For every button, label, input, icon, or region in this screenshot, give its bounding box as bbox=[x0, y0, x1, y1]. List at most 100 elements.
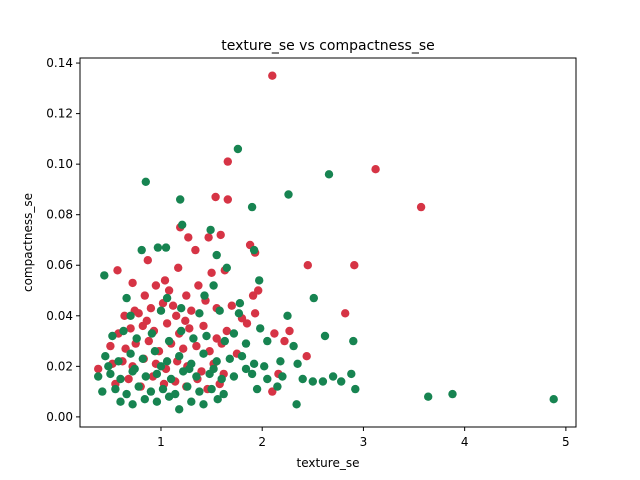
series-1 bbox=[94, 144, 558, 414]
data-point bbox=[147, 329, 157, 338]
data-point bbox=[223, 157, 232, 166]
data-point bbox=[222, 263, 231, 272]
data-point bbox=[126, 311, 135, 320]
data-point bbox=[140, 291, 149, 300]
data-point bbox=[249, 245, 259, 255]
data-point bbox=[200, 291, 209, 300]
data-point bbox=[248, 291, 258, 300]
data-point bbox=[211, 192, 220, 202]
data-point bbox=[220, 336, 229, 346]
data-point bbox=[164, 392, 174, 401]
data-point bbox=[151, 281, 161, 290]
data-point bbox=[371, 165, 380, 174]
y-tick-label: 0.04 bbox=[46, 309, 73, 323]
y-tick-label: 0.12 bbox=[46, 107, 73, 121]
data-point bbox=[285, 326, 294, 336]
data-point bbox=[156, 362, 166, 371]
data-point bbox=[176, 195, 185, 204]
data-point bbox=[164, 286, 174, 295]
data-point bbox=[108, 331, 117, 341]
data-point bbox=[130, 364, 139, 374]
data-point bbox=[293, 359, 302, 368]
data-point bbox=[278, 372, 287, 381]
data-point bbox=[106, 341, 115, 351]
data-point bbox=[114, 357, 123, 366]
data-point bbox=[106, 369, 115, 379]
data-point bbox=[424, 392, 433, 401]
data-point bbox=[195, 309, 204, 318]
data-point bbox=[289, 341, 298, 351]
data-point bbox=[273, 382, 282, 391]
data-point bbox=[254, 286, 263, 295]
data-point bbox=[132, 334, 141, 343]
data-point bbox=[309, 293, 318, 303]
y-tick-label: 0.06 bbox=[46, 258, 73, 272]
data-point bbox=[199, 400, 208, 409]
data-point bbox=[152, 397, 162, 406]
data-point bbox=[222, 326, 231, 336]
data-point bbox=[101, 352, 110, 361]
data-point bbox=[179, 344, 188, 353]
data-point bbox=[94, 364, 103, 374]
x-tick-label: 4 bbox=[461, 435, 469, 449]
data-point bbox=[303, 261, 312, 270]
data-point bbox=[177, 326, 186, 336]
data-point bbox=[143, 256, 152, 265]
data-point bbox=[152, 369, 162, 379]
axes-layer: 1 2 3 4 5 0.00 0.02 0.04 0.06 0.08 0.10 0.12 0.14 bbox=[46, 56, 569, 449]
data-point bbox=[549, 395, 558, 404]
data-point bbox=[194, 281, 203, 290]
data-point bbox=[126, 324, 135, 333]
data-point bbox=[247, 369, 257, 379]
data-point bbox=[126, 349, 135, 358]
data-point bbox=[252, 384, 262, 394]
data-point bbox=[241, 364, 251, 374]
data-point bbox=[128, 278, 137, 288]
y-axis-title: compactness_se bbox=[21, 193, 35, 292]
data-point bbox=[212, 357, 221, 366]
data-point bbox=[256, 324, 265, 333]
data-point bbox=[181, 316, 190, 325]
data-point bbox=[124, 374, 133, 384]
x-tick-label: 5 bbox=[562, 435, 570, 449]
chart-title: texture_se vs compactness_se bbox=[221, 38, 435, 54]
data-point bbox=[217, 374, 226, 384]
data-point bbox=[216, 230, 225, 240]
data-point bbox=[120, 311, 129, 320]
data-point bbox=[280, 336, 289, 346]
data-point bbox=[229, 329, 239, 338]
data-point bbox=[219, 389, 228, 399]
data-point bbox=[197, 367, 206, 376]
data-point bbox=[349, 336, 358, 346]
data-point bbox=[199, 321, 208, 331]
data-point bbox=[255, 276, 264, 285]
data-point bbox=[128, 400, 137, 409]
data-point bbox=[175, 352, 184, 361]
data-point bbox=[187, 397, 196, 406]
data-point bbox=[116, 397, 125, 406]
data-point bbox=[260, 362, 269, 371]
y-tick-label: 0.00 bbox=[46, 410, 73, 424]
data-point bbox=[212, 250, 221, 260]
data-point bbox=[168, 301, 178, 310]
data-point bbox=[337, 377, 346, 386]
plot-frame bbox=[79, 57, 577, 428]
data-point bbox=[175, 405, 184, 414]
data-point bbox=[185, 364, 194, 374]
data-point bbox=[250, 309, 260, 318]
data-point bbox=[249, 359, 259, 368]
data-point bbox=[160, 276, 170, 285]
data-point bbox=[137, 245, 146, 255]
data-point bbox=[284, 190, 293, 199]
data-point bbox=[150, 347, 160, 356]
data-point bbox=[199, 349, 208, 358]
data-point bbox=[209, 281, 218, 290]
data-point bbox=[111, 384, 120, 394]
data-point bbox=[156, 306, 166, 315]
data-point bbox=[347, 369, 356, 379]
data-point bbox=[263, 374, 272, 384]
data-point bbox=[202, 331, 211, 341]
data-point bbox=[324, 170, 334, 179]
